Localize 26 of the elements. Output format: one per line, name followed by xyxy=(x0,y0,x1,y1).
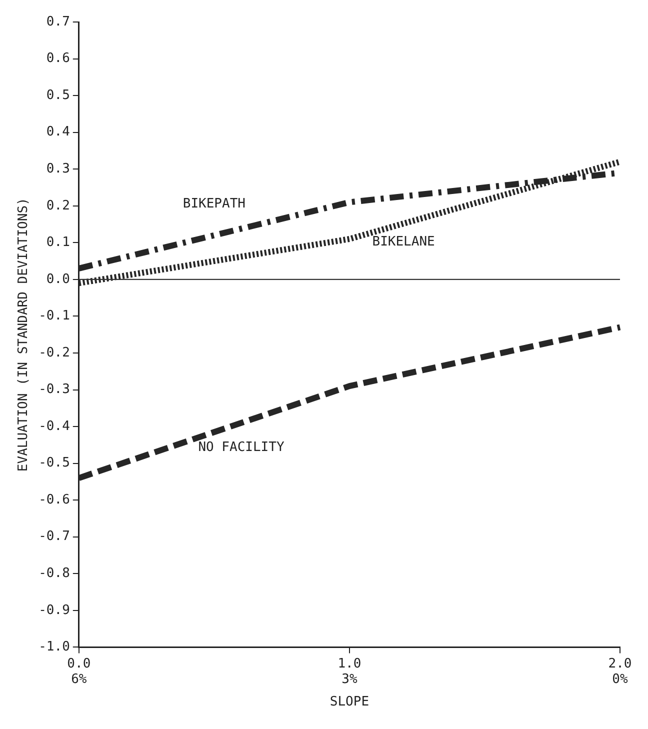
y-tick-label: -0.4 xyxy=(38,418,70,434)
y-tick-label: -0.5 xyxy=(38,456,70,471)
x-axis-title: SLOPE xyxy=(330,694,370,710)
y-tick-label: -0.9 xyxy=(38,602,70,618)
y-tick-label: 0.1 xyxy=(46,235,70,250)
y-tick-label: 0.2 xyxy=(46,198,70,214)
y-tick-label: 0.6 xyxy=(46,51,70,66)
series-label: BIKEPATH xyxy=(182,196,246,212)
y-tick-label: -0.1 xyxy=(38,308,70,324)
y-tick-label: 0.0 xyxy=(46,272,70,287)
x-tick-label: 0.0 6% xyxy=(67,656,91,687)
x-tick-label: 1.0 3% xyxy=(338,656,362,687)
y-tick-label: -0.6 xyxy=(38,492,70,508)
y-tick-label: -0.7 xyxy=(38,529,70,544)
y-axis-title: EVALUATION (IN STANDARD DEVIATIONS) xyxy=(16,198,32,472)
y-tick-label: -0.2 xyxy=(38,345,70,360)
y-tick-label: 0.4 xyxy=(46,124,70,140)
y-tick-label: -0.8 xyxy=(38,566,70,582)
y-tick-label: 0.3 xyxy=(46,161,70,176)
y-tick-label: -0.3 xyxy=(38,382,70,398)
x-tick-label: 2.0 0% xyxy=(608,656,632,687)
series-label: NO FACILITY xyxy=(198,440,284,455)
y-tick-label: -1.0 xyxy=(38,640,70,655)
series-label: BIKELANE xyxy=(372,234,435,250)
y-tick-label: 0.5 xyxy=(46,88,70,103)
y-tick-label: 0.7 xyxy=(46,14,70,30)
